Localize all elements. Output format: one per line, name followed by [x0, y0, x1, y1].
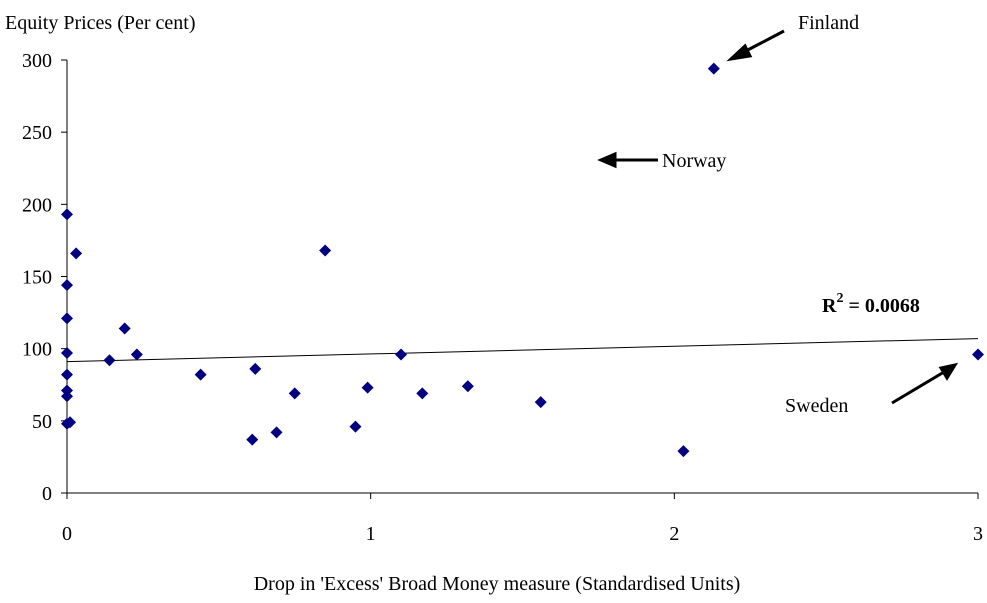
point: [61, 208, 73, 221]
point: [249, 362, 262, 375]
point: [246, 433, 259, 446]
point: [361, 381, 374, 394]
point: [972, 348, 984, 361]
chart-title: Equity Prices (Per cent): [5, 12, 196, 34]
point: [416, 387, 429, 400]
annotation: Sweden: [785, 395, 848, 417]
point: [534, 396, 547, 409]
y-tick-label: 300: [22, 50, 52, 72]
point: [461, 380, 474, 393]
point: [61, 346, 73, 359]
point: [349, 420, 362, 433]
y-tick-label: 100: [22, 339, 52, 361]
annotation: Norway: [662, 150, 726, 172]
r-squared-sup: 2: [836, 291, 843, 306]
arrows: [597, 29, 959, 405]
point: [130, 348, 143, 361]
point: [61, 368, 73, 381]
point: [319, 244, 332, 257]
x-tick-label: 2: [669, 523, 679, 545]
point: [61, 417, 73, 430]
point: [103, 354, 116, 367]
arrow: [741, 29, 785, 55]
r-squared-rest: = 0.0068: [843, 295, 919, 317]
y-tick-label: 250: [22, 122, 52, 144]
point: [61, 390, 73, 403]
arrow-head: [597, 151, 617, 169]
point: [270, 426, 283, 439]
y-tick-label: 0: [42, 483, 52, 505]
x-tick-label: 1: [366, 523, 376, 545]
point: [707, 62, 720, 75]
point: [194, 368, 207, 381]
point: [288, 387, 301, 400]
y-tick-label: 150: [22, 267, 52, 289]
point: [61, 312, 73, 325]
arrow-head: [726, 43, 753, 62]
annotation: Finland: [798, 12, 859, 34]
point: [118, 322, 131, 335]
y-tick-label: 50: [32, 411, 52, 433]
r-squared: R2 = 0.0068: [822, 291, 920, 317]
arrow: [891, 370, 945, 405]
trendline: [66, 338, 979, 363]
arrow-head: [938, 362, 959, 381]
point: [70, 247, 83, 260]
x-tick-label: 3: [973, 523, 983, 545]
point: [395, 348, 408, 361]
point: [61, 279, 73, 292]
r-squared-base: R: [822, 295, 837, 317]
y-tick-label: 200: [22, 194, 52, 216]
x-axis-label: Drop in 'Excess' Broad Money measure (St…: [254, 573, 741, 595]
point: [677, 445, 690, 458]
x-tick-label: 0: [62, 523, 72, 545]
